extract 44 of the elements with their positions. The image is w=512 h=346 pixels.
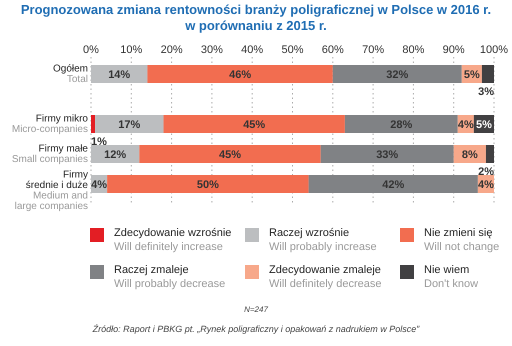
x-tick-label: 40%	[241, 44, 264, 56]
data-label: 2%	[478, 166, 494, 178]
data-label: 46%	[229, 69, 252, 81]
data-label: 5%	[464, 69, 480, 81]
data-label: 1%	[91, 136, 108, 148]
data-label: 45%	[243, 119, 266, 131]
legend-label: Raczej zmaleje Will probably decrease	[114, 264, 226, 290]
data-label: 33%	[376, 149, 398, 161]
x-tick-label: 50%	[281, 44, 304, 56]
legend-label: Nie zmieni się Will not change	[424, 227, 500, 253]
data-label: 8%	[462, 149, 478, 161]
data-label: 32%	[386, 69, 408, 81]
text: Źródło: Raport i PBKG pt. „Rynek poligraficzny i opakowań z nadrukiem w Polsce”	[92, 324, 420, 334]
data-label: 42%	[382, 179, 404, 191]
x-tick-label: 80%	[402, 44, 425, 56]
data-label: 50%	[196, 179, 220, 191]
x-tick-label: 0%	[83, 44, 100, 56]
data-label: 4%	[478, 179, 494, 191]
y-tick-label: Ogółem Total	[52, 64, 88, 85]
y-tick-label: Firmy średnie i duże Medium and large companies	[14, 170, 88, 212]
legend-label: Nie wiem Don't know	[424, 264, 478, 290]
y-tick-label: Firmy małe Small companies	[12, 144, 88, 165]
legend-label: Zdecydowanie zmaleje Will definitely decrease	[269, 264, 382, 290]
x-tick-label: 10%	[120, 44, 143, 56]
data-label: 45%	[219, 149, 242, 161]
text: N=247	[244, 305, 268, 314]
data-label: 4%	[458, 119, 474, 131]
x-tick-label: 100%	[480, 44, 508, 56]
data-label: 5%	[476, 119, 492, 131]
y-tick-label: Firmy mikro Micro-companies	[12, 114, 88, 135]
data-label: 17%	[118, 119, 141, 131]
x-tick-label: 60%	[322, 44, 344, 56]
legend-label: Zdecydowanie wzrośnie Will definitely increase	[114, 227, 232, 253]
data-label: 14%	[108, 69, 130, 81]
data-label: 12%	[104, 149, 126, 161]
x-tick-label: 20%	[160, 44, 183, 56]
x-tick-label: 30%	[200, 44, 224, 56]
data-label: 4%	[91, 179, 108, 191]
x-tick-label: 70%	[362, 44, 384, 56]
data-label: 3%	[478, 86, 494, 98]
x-tick-label: 90%	[442, 44, 465, 56]
chart-title: Prognozowana zmiana rentowności branży poligraficznej w Polsce w 2016 r. w porównaniu z 2015 r.	[20, 2, 492, 33]
legend-label: Raczej wzrośnie Will probably increase	[269, 227, 377, 253]
data-label: 28%	[390, 119, 413, 131]
